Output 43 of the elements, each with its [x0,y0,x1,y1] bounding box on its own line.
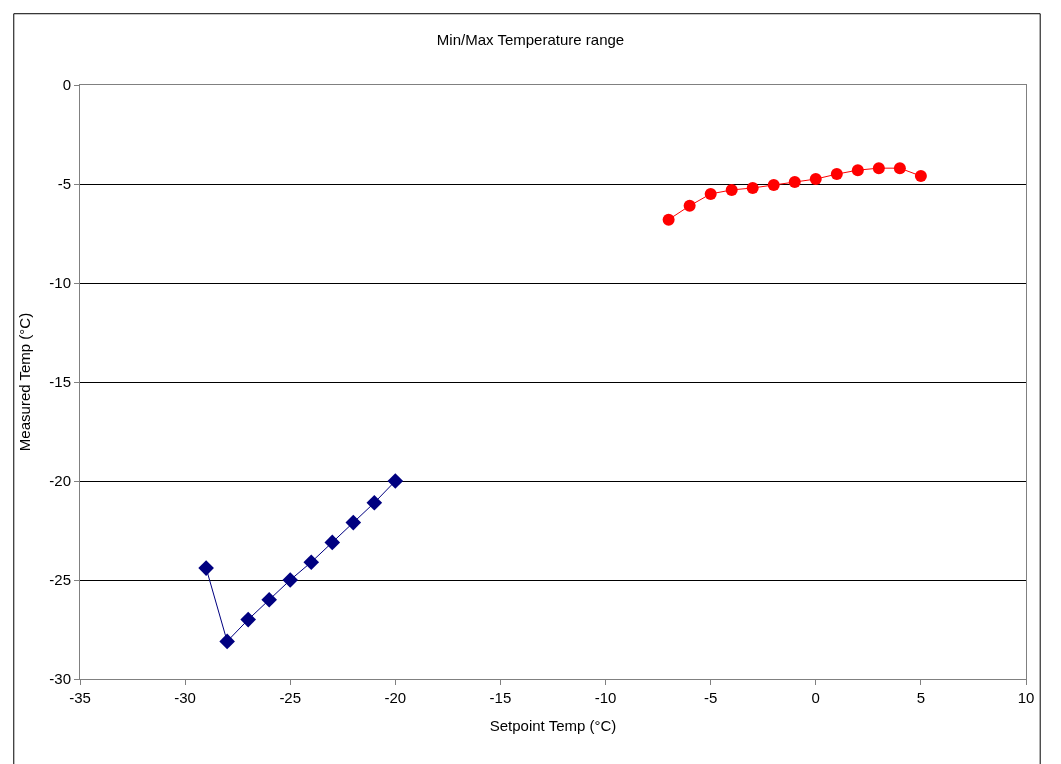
chart-title: Min/Max Temperature range [436,30,625,48]
point [788,176,801,189]
point [683,199,696,212]
x-tick-label: -10 [594,689,617,706]
point [725,183,738,196]
y-tick-label: -25 [49,571,71,589]
point [261,592,277,608]
x-tick-label: -20 [384,689,407,706]
point [219,633,235,650]
point [198,560,214,576]
point [240,611,256,628]
x-tick-label: -15 [489,689,512,706]
point [662,213,675,226]
point [746,181,759,194]
point [324,534,341,551]
y-tick-label: -20 [49,472,71,490]
x-tick-label: -30 [174,689,196,706]
y-axis-title: Measured Temp (°C) [15,312,33,452]
x-tick-label: 10 [1017,689,1035,706]
y-tick-label: 0 [62,76,71,94]
point [282,572,299,588]
point [914,170,927,183]
point [366,494,383,511]
point [303,554,320,570]
x-tick-label: -35 [69,689,91,706]
x-axis-title: Setpoint Temp (°C) [489,717,617,734]
point [893,162,906,175]
point [830,168,843,181]
y-tick-label: -30 [49,670,71,688]
y-tick-label: -10 [49,274,71,292]
point [809,173,822,186]
x-tick-label: -25 [279,689,302,706]
point [851,164,864,177]
point [704,187,717,200]
point [345,514,362,531]
y-tick-label: -5 [57,175,71,193]
point [767,178,780,191]
y-tick-label: -15 [49,373,71,391]
x-tick-label: 0 [811,689,820,706]
x-tick-label: 5 [916,689,926,706]
x-tick-label: -5 [704,689,718,706]
point [872,162,885,175]
point [387,473,404,489]
